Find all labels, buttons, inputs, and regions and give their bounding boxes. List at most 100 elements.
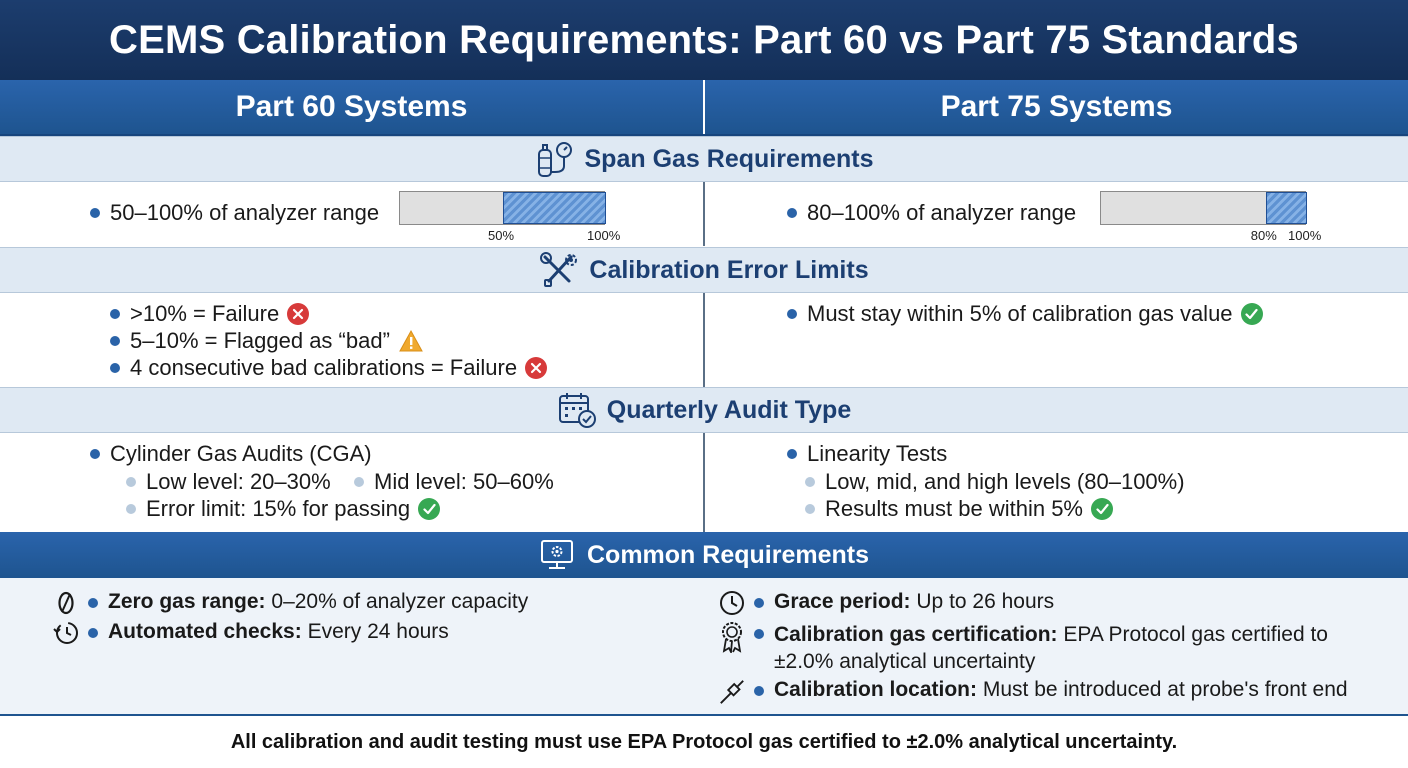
list-item: Calibration location: Must be introduced… — [718, 678, 1348, 706]
row-quarterly-audit: Cylinder Gas Audits (CGA) Low level: 20–… — [0, 433, 1408, 532]
cell-quarterly-audit-part75: Linearity Tests Low, mid, and high level… — [703, 433, 1408, 532]
list-item: 80–100% of analyzer range — [787, 200, 1076, 226]
requirement-text: Calibration location: Must be introduced… — [774, 678, 1348, 702]
cell-calibration-error-part60: >10% = Failure 5–10% = Flagged as “bad” … — [0, 293, 703, 387]
list-item: Mid level: 50–60% — [354, 469, 554, 495]
wrench-gear-icon — [540, 252, 578, 287]
audit-type-text: Cylinder Gas Audits (CGA) — [110, 441, 372, 466]
title-bar: CEMS Calibration Requirements: Part 60 v… — [0, 0, 1408, 80]
section-title-common-requirements: Common Requirements — [587, 540, 869, 569]
column-header-part60: Part 60 Systems — [235, 90, 468, 123]
list-item: Low, mid, and high levels (80–100%) — [805, 469, 1185, 495]
requirement-label: Calibration location: — [774, 678, 978, 701]
span-gas-range-text: 50–100% of analyzer range — [110, 200, 380, 225]
pass-check-icon — [418, 498, 441, 520]
audit-detail-text: Mid level: 50–60% — [374, 469, 554, 494]
list-item: Low level: 20–30% — [126, 469, 331, 495]
sub-bullet-dot — [805, 477, 815, 487]
span-range-fill-part60 — [503, 192, 606, 224]
monitor-gear-icon — [541, 540, 573, 569]
cell-quarterly-audit-part60: Cylinder Gas Audits (CGA) Low level: 20–… — [0, 433, 703, 532]
bullet-dot — [754, 629, 764, 639]
range-label-end: 100% — [1288, 228, 1322, 243]
section-title-span-gas: Span Gas Requirements — [584, 144, 874, 173]
section-calibration-error: Calibration Error Limits — [0, 247, 1408, 293]
requirement-label: Grace period: — [774, 590, 911, 613]
range-label-end: 100% — [587, 228, 621, 243]
row-calibration-error: >10% = Failure 5–10% = Flagged as “bad” … — [0, 293, 1408, 387]
requirement-value: Must be introduced at probe's front end — [982, 678, 1348, 701]
section-quarterly-audit: Quarterly Audit Type — [0, 387, 1408, 433]
requirement-value: 0–20% of analyzer capacity — [271, 590, 529, 613]
range-label-start: 50% — [488, 228, 515, 243]
requirement-label: Zero gas range: — [108, 590, 266, 613]
sub-bullet-dot — [805, 504, 815, 514]
span-range-fill-part75 — [1265, 192, 1307, 224]
error-limit-text: Must stay within 5% of calibration gas v… — [807, 301, 1233, 326]
calendar-check-icon — [558, 393, 596, 428]
requirement-text: Automated checks: Every 24 hours — [108, 620, 449, 644]
pass-check-icon — [1240, 303, 1263, 325]
audit-detail-text: Low, mid, and high levels (80–100%) — [825, 469, 1185, 494]
timer-icon — [52, 620, 80, 646]
list-item: Cylinder Gas Audits (CGA) — [90, 441, 372, 467]
requirement-text: Grace period: Up to 26 hours — [774, 590, 1054, 614]
section-title-quarterly-audit: Quarterly Audit Type — [606, 395, 852, 424]
list-item: Calibration gas certification: EPA Proto… — [718, 621, 1328, 675]
sub-bullet-dot — [126, 504, 136, 514]
cell-span-gas-part60: 50–100% of analyzer range 50% 100% — [0, 182, 703, 246]
requirement-text: Calibration gas certification: EPA Proto… — [774, 621, 1328, 675]
audit-detail-text: Low level: 20–30% — [146, 469, 331, 494]
requirement-value: EPA Protocol gas certified to — [1063, 623, 1328, 646]
span-range-bar-part60 — [399, 191, 606, 225]
list-item: Must stay within 5% of calibration gas v… — [787, 301, 1263, 327]
bullet-dot — [110, 309, 120, 319]
row-span-gas: 50–100% of analyzer range 50% 100% 80–10… — [0, 182, 1408, 246]
gas-cylinder-gauge-icon — [537, 142, 572, 177]
error-limit-text: 5–10% = Flagged as “bad” — [130, 328, 390, 353]
requirement-value: Up to 26 hours — [916, 590, 1055, 613]
range-label-start: 80% — [1250, 228, 1277, 243]
bullet-dot — [88, 628, 98, 638]
section-title-calibration-error: Calibration Error Limits — [589, 255, 869, 284]
error-limit-text: >10% = Failure — [130, 301, 280, 326]
footer-note: All calibration and audit testing must u… — [230, 730, 1178, 753]
list-item: Linearity Tests — [787, 441, 947, 467]
column-header-row: Part 60 Systems Part 75 Systems — [0, 80, 1408, 136]
page-title: CEMS Calibration Requirements: Part 60 v… — [109, 17, 1299, 62]
list-item: Error limit: 15% for passing — [126, 496, 441, 522]
list-item: Zero gas range: 0–20% of analyzer capaci… — [52, 590, 528, 616]
clock-icon — [718, 590, 746, 616]
pass-check-icon — [1091, 498, 1113, 520]
bullet-dot — [787, 208, 797, 218]
list-item: Grace period: Up to 26 hours — [718, 590, 1054, 616]
requirement-value: Every 24 hours — [307, 620, 449, 643]
requirement-label: Calibration gas certification: — [774, 623, 1058, 646]
section-common-requirements: Common Requirements — [0, 532, 1408, 578]
list-item: >10% = Failure — [110, 301, 310, 327]
audit-type-text: Linearity Tests — [807, 441, 948, 466]
section-span-gas: Span Gas Requirements — [0, 136, 1408, 182]
span-gas-range-text: 80–100% of analyzer range — [807, 200, 1077, 225]
error-limit-text: 4 consecutive bad calibrations = Failure — [130, 355, 518, 380]
certificate-ribbon-icon — [718, 621, 746, 653]
fail-x-icon — [525, 357, 548, 379]
column-header-part75: Part 75 Systems — [703, 80, 1408, 134]
list-item: Results must be within 5% — [805, 496, 1113, 522]
list-item: Automated checks: Every 24 hours — [52, 620, 449, 646]
bullet-dot — [90, 449, 100, 459]
bullet-dot — [88, 598, 98, 608]
bullet-dot — [787, 309, 797, 319]
list-item: 4 consecutive bad calibrations = Failure — [110, 355, 548, 381]
sub-bullet-dot — [354, 477, 364, 487]
span-range-bar-part75 — [1100, 191, 1307, 225]
cell-calibration-error-part75: Must stay within 5% of calibration gas v… — [703, 293, 1408, 387]
bullet-dot — [110, 336, 120, 346]
audit-detail-text: Results must be within 5% — [825, 496, 1083, 521]
bullet-dot — [787, 449, 797, 459]
requirement-value-line2: ±2.0% analytical uncertainty — [774, 650, 1036, 673]
list-item: 50–100% of analyzer range — [90, 200, 379, 226]
zero-icon — [52, 590, 80, 616]
bullet-dot — [754, 686, 764, 696]
common-requirements-body: Zero gas range: 0–20% of analyzer capaci… — [0, 578, 1408, 716]
